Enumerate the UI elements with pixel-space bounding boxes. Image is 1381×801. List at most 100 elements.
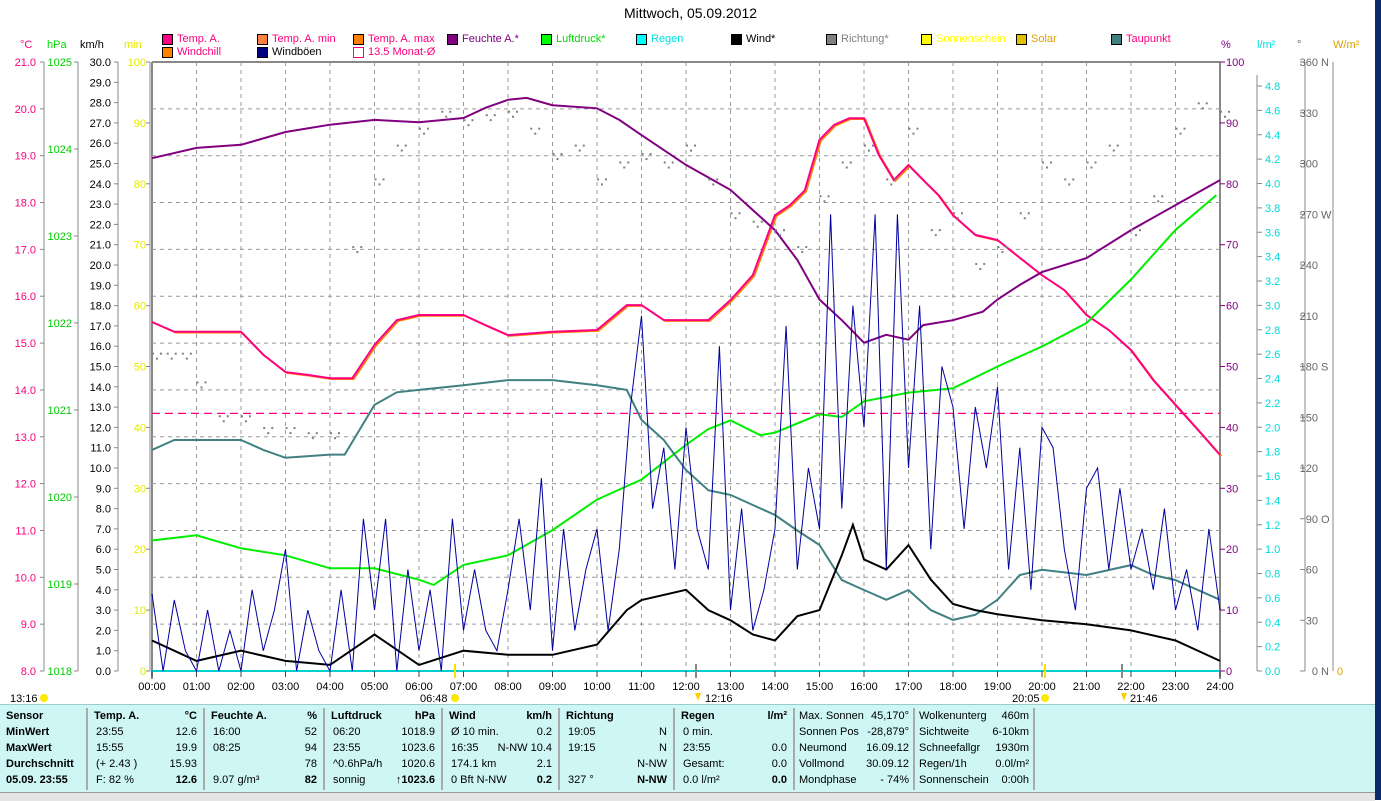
legend-item[interactable]: Regen — [636, 33, 683, 45]
temp-time: F: 82 % — [96, 774, 134, 786]
axis-label-kmh: 27.0 — [90, 118, 111, 130]
axis-label-kmh: 28.0 — [90, 98, 111, 110]
axis-label-kmh: 26.0 — [90, 138, 111, 150]
legend-item[interactable]: Wind* — [731, 33, 775, 45]
regen-unit: l/m² — [767, 710, 787, 722]
direction-dot — [1157, 200, 1160, 203]
richtung-value: N — [659, 726, 667, 738]
direction-dot — [890, 183, 893, 186]
direction-dot — [396, 144, 399, 147]
wolken-value: 460m — [1001, 710, 1029, 722]
wolken-value: 0.0l/m² — [995, 758, 1029, 770]
axis-label-percent: 10 — [1226, 605, 1238, 617]
direction-dot — [226, 415, 229, 418]
axis-label-rain: 4.4 — [1265, 130, 1280, 142]
direction-dot — [663, 161, 666, 164]
legend-item[interactable]: 13.5 Monat-Ø — [353, 46, 435, 58]
x-tick-label: 11:00 — [628, 681, 655, 693]
axis-label-min: 100 — [128, 57, 146, 69]
legend-item[interactable]: Windböen — [257, 46, 322, 58]
axis-label-kmh: 9.0 — [96, 483, 111, 495]
direction-dot — [493, 114, 496, 117]
axis-label-rain: 4.8 — [1265, 81, 1280, 93]
direction-dot — [801, 251, 804, 254]
legend-item[interactable]: Solar — [1016, 33, 1057, 45]
temp-header: Temp. A. — [94, 710, 140, 722]
regen-time: 0.0 l/m² — [683, 774, 720, 786]
axis-label-hpa: 1018 — [48, 666, 72, 678]
axis-label-kmh: 8.0 — [96, 504, 111, 516]
direction-dot — [400, 149, 403, 152]
direction-dot — [827, 195, 830, 198]
unit-degree: ° — [1297, 39, 1302, 51]
legend-item[interactable]: Temp. A. min — [257, 33, 336, 45]
x-tick-label: 15:00 — [806, 681, 834, 693]
direction-dot — [1094, 161, 1097, 164]
x-tick-label: 24:00 — [1206, 681, 1234, 693]
richtung-value: N — [659, 742, 667, 754]
legend-swatch — [162, 46, 173, 58]
col-wind: Wind km/h Ø 10 min. 0.2 16:35 N-NW 10.4 174.1 … — [443, 708, 560, 790]
direction-dot — [1135, 234, 1137, 237]
direction-dot — [667, 166, 670, 169]
unit-min: min — [124, 39, 142, 51]
axis-label-rain: 3.2 — [1265, 276, 1280, 288]
direction-dot — [485, 114, 488, 117]
temp-value: 19.9 — [175, 742, 197, 754]
direction-dot — [619, 161, 622, 164]
direction-dot — [716, 178, 719, 181]
axis-label-rain: 2.4 — [1265, 374, 1280, 386]
direction-dot — [249, 415, 251, 418]
axis-label-degree: 150 — [1300, 412, 1318, 424]
legend-label: 13.5 Monat-Ø — [368, 46, 436, 58]
direction-dot — [360, 246, 363, 249]
legend-item[interactable]: Windchill — [162, 46, 221, 58]
x-tick-label: 18:00 — [939, 681, 967, 693]
legend-item[interactable]: Sonnenschein — [921, 33, 1006, 45]
axis-label-kmh: 4.0 — [96, 585, 111, 597]
direction-dot — [382, 178, 385, 181]
legend-item[interactable]: Richtung* — [826, 33, 889, 45]
direction-dot — [267, 432, 270, 435]
time-mark-moonrise: 21:46 — [1130, 693, 1158, 704]
axis-label-hpa: 1024 — [48, 144, 72, 156]
moon-icon — [1121, 693, 1127, 701]
x-tick-label: 00:00 — [138, 681, 166, 693]
axis-label-kmh: 10.0 — [90, 463, 111, 475]
axis-label-rain: 1.0 — [1265, 544, 1280, 556]
direction-dot — [916, 127, 919, 130]
luftdruck-value: 1018.9 — [401, 726, 435, 738]
direction-dot — [938, 229, 941, 232]
direction-dot — [170, 357, 173, 360]
wolken-value: 6-10km — [992, 726, 1029, 738]
axis-label-rain: 2.6 — [1265, 349, 1280, 361]
moon-icon — [695, 693, 701, 701]
legend-swatch — [1111, 33, 1122, 45]
legend-swatch — [257, 33, 268, 45]
sonne-label: Sonnen Pos — [799, 726, 859, 738]
direction-dot — [578, 149, 581, 152]
axis-label-rain: 3.0 — [1265, 300, 1280, 312]
feuchte-value: 78 — [304, 758, 317, 770]
direction-dot — [311, 437, 314, 440]
x-tick-label: 16:00 — [850, 681, 878, 693]
legend-item[interactable]: Temp. A. max — [353, 33, 435, 45]
legend-item[interactable]: Temp. A. — [162, 33, 220, 45]
direction-dot — [516, 110, 518, 113]
legend-swatch — [826, 33, 837, 45]
legend-item[interactable]: Feuchte A.* — [447, 33, 519, 45]
direction-dot — [489, 119, 492, 122]
axis-label-kmh: 11.0 — [90, 443, 111, 455]
axis-label-percent: 60 — [1226, 301, 1238, 313]
axis-label-degree: 60 — [1306, 565, 1318, 577]
axis-label-celsius: 20.0 — [15, 104, 36, 116]
legend-item[interactable]: Luftdruck* — [541, 33, 606, 45]
direction-dot — [552, 153, 555, 156]
wolken-value: 1930m — [995, 742, 1029, 754]
col-sonne: Max. Sonnen 45,170° Sonnen Pos -28,879° Neum… — [795, 708, 915, 790]
temp-time: 23:55 — [96, 726, 124, 738]
luftdruck-value: 1020.6 — [401, 758, 435, 770]
x-tick-label: 07:00 — [450, 681, 478, 693]
sonne-value: 16.09.12 — [866, 742, 909, 754]
legend-item[interactable]: Taupunkt — [1111, 33, 1171, 45]
